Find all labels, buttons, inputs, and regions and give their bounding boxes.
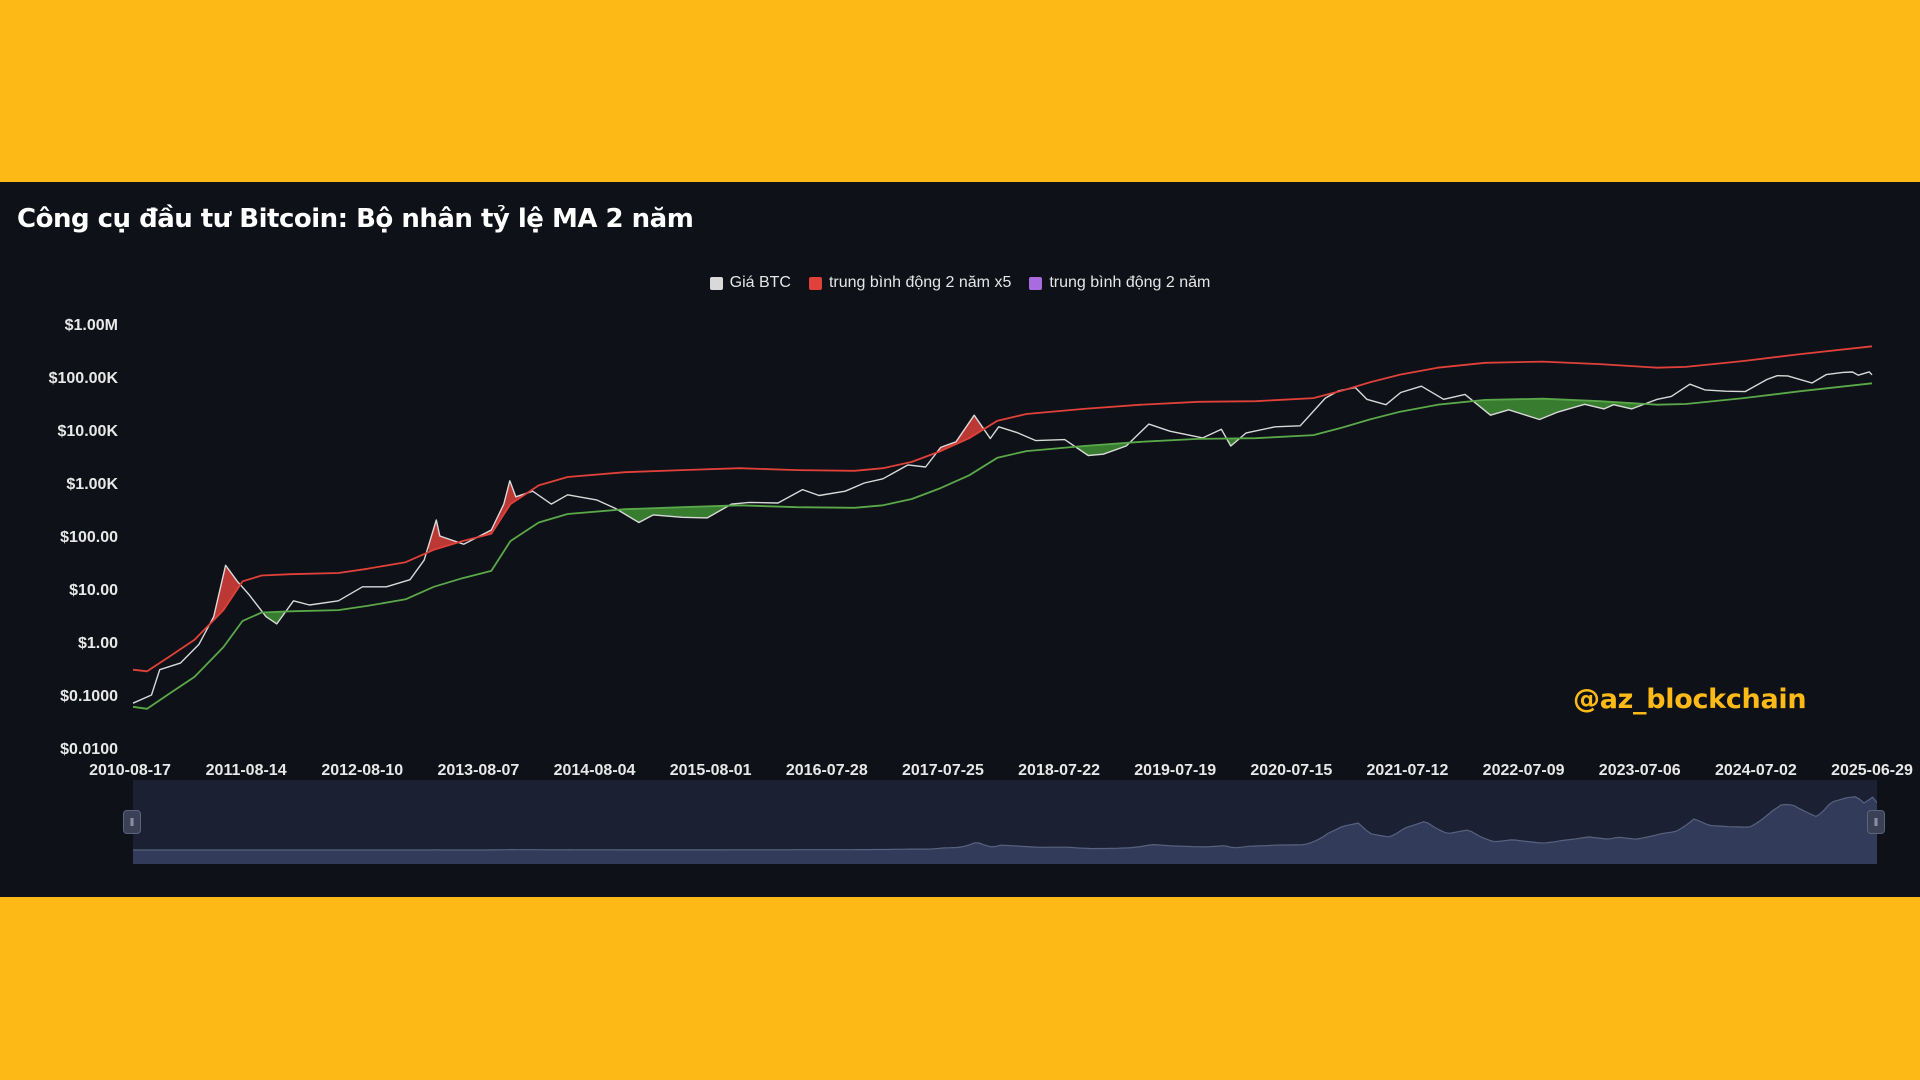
y-axis-ticks: $0.0100 $0.1000 $1.00 $10.00 $100.00 $1.00K $1…	[49, 317, 119, 758]
x-tick-label: 2014-08-04	[554, 762, 636, 779]
legend-swatch-ma	[1029, 276, 1043, 290]
x-axis-ticks: 2010-08-17 2011-08-14 2012-08-10 2013-08-07…	[89, 762, 1913, 779]
y-tick-label: $1.00	[78, 635, 118, 652]
legend-label-price: Giá BTC	[729, 274, 791, 291]
navigator-area	[133, 796, 1877, 864]
navigator-handle-left[interactable]: ‖	[123, 810, 141, 834]
y-tick-label: $1.00M	[65, 317, 118, 334]
x-tick-label: 2020-07-15	[1250, 762, 1332, 779]
x-tick-label: 2010-08-17	[89, 762, 171, 779]
x-tick-label: 2013-08-07	[437, 762, 519, 779]
legend-swatch-price	[709, 276, 723, 290]
ma-x5-line	[132, 345, 1873, 673]
undervalued-band	[1474, 398, 1644, 420]
overheated-band	[478, 482, 526, 538]
navigator-preview	[133, 796, 1877, 864]
y-tick-label: $100.00	[60, 529, 118, 546]
y-tick-label: $0.0100	[60, 741, 118, 758]
x-tick-label: 2021-07-12	[1367, 762, 1449, 779]
legend-item-price[interactable]: Giá BTC	[709, 274, 791, 292]
x-tick-label: 2018-07-22	[1018, 762, 1100, 779]
x-tick-label: 2017-07-25	[902, 762, 984, 779]
undervalued-band	[264, 611, 285, 624]
x-tick-label: 2015-08-01	[670, 762, 752, 779]
grip-icon: ‖	[1873, 817, 1879, 829]
range-navigator[interactable]: ‖ ‖	[123, 780, 1885, 864]
x-tick-label: 2023-07-06	[1599, 762, 1681, 779]
y-tick-label: $10.00K	[58, 423, 119, 440]
series-lines	[132, 345, 1873, 710]
chart-title: Công cụ đầu tư Bitcoin: Bộ nhân tỷ lệ MA…	[17, 204, 694, 234]
chart-panel: $0.0100 $0.1000 $1.00 $10.00 $100.00 $1.00K $1…	[0, 182, 1920, 897]
legend-item-ma[interactable]: trung bình động 2 năm	[1029, 274, 1210, 292]
ma-line	[132, 382, 1873, 710]
navigator-line	[133, 796, 1877, 851]
x-tick-label: 2024-07-02	[1715, 762, 1797, 779]
x-tick-label: 2025-06-29	[1831, 762, 1913, 779]
y-tick-label: $10.00	[69, 582, 118, 599]
legend: Giá BTC trung bình động 2 năm x5 trung b…	[0, 274, 1920, 292]
chart-plot: $0.0100 $0.1000 $1.00 $10.00 $100.00 $1.00K $1…	[49, 317, 1913, 779]
x-tick-label: 2011-08-14	[206, 762, 287, 779]
legend-swatch-ma-x5	[808, 276, 822, 290]
price-line	[132, 371, 1873, 704]
overheated-band	[210, 567, 240, 624]
band-fills	[210, 389, 1644, 624]
x-tick-label: 2019-07-19	[1134, 762, 1216, 779]
y-tick-label: $100.00K	[49, 370, 119, 387]
grip-icon: ‖	[129, 817, 135, 829]
legend-label-ma: trung bình động 2 năm	[1049, 274, 1211, 291]
watermark: @az_blockchain	[1573, 684, 1807, 715]
undervalued-band	[1228, 438, 1239, 446]
x-tick-label: 2012-08-10	[321, 762, 403, 779]
legend-label-ma-x5: trung bình động 2 năm x5	[828, 274, 1012, 291]
x-tick-label: 2022-07-09	[1483, 762, 1565, 779]
y-tick-label: $0.1000	[60, 688, 118, 705]
navigator-handle-right[interactable]: ‖	[1867, 810, 1885, 834]
x-tick-label: 2016-07-28	[786, 762, 868, 779]
overheated-band	[937, 416, 983, 453]
legend-item-ma-x5[interactable]: trung bình động 2 năm x5	[808, 274, 1012, 292]
y-tick-label: $1.00K	[66, 476, 118, 493]
